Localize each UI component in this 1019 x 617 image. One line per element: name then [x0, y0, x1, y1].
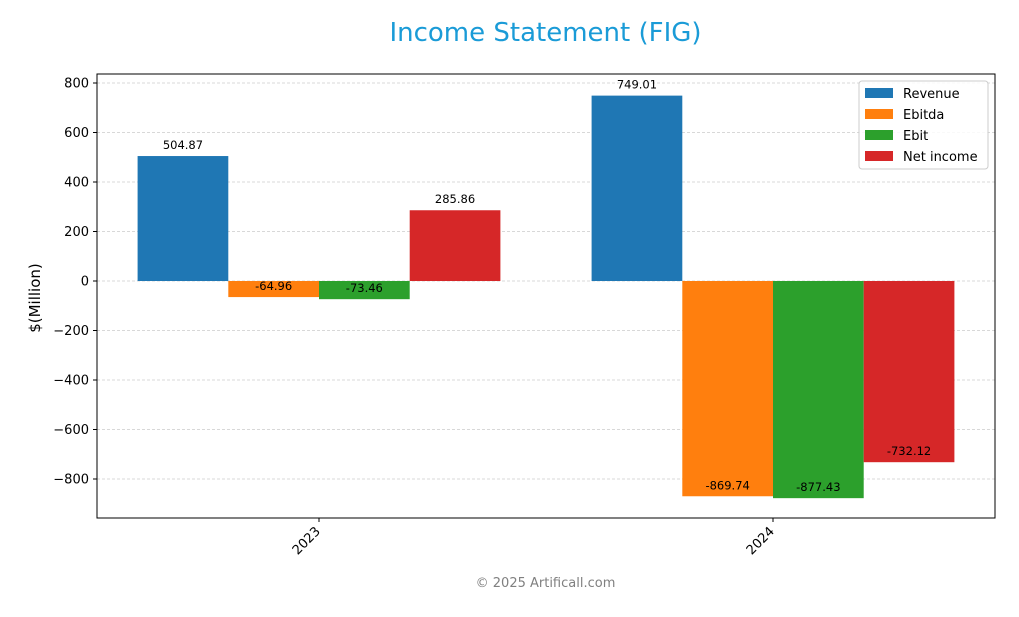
y-axis-label: $(Million): [26, 263, 44, 333]
bar-value-label: -64.96: [255, 279, 292, 293]
legend-box: [858, 80, 989, 170]
y-tick-label: 200: [64, 225, 89, 240]
y-tick-label: −600: [53, 423, 89, 438]
bar-ebit: [319, 281, 410, 300]
chart-title: Income Statement (FIG): [389, 18, 702, 48]
bar-value-label: -877.43: [796, 480, 840, 494]
bar-value-label: 285.86: [435, 192, 475, 206]
bar-ebitda: [682, 281, 773, 497]
bar-revenue: [137, 156, 229, 281]
legend-swatch: [865, 109, 893, 119]
x-tick-label: 2023: [290, 524, 324, 558]
y-tick-label: 400: [64, 176, 89, 191]
legend-label: Ebitda: [903, 108, 944, 123]
y-tick-label: 800: [64, 77, 89, 92]
bar-value-label: -869.74: [705, 478, 749, 492]
legend-label: Revenue: [903, 87, 960, 102]
bar-net-income: [409, 210, 501, 281]
bar-value-label: 504.87: [163, 138, 203, 152]
copyright-footer: © 2025 Artificall.com: [475, 576, 616, 591]
y-tick-label: −200: [53, 324, 89, 339]
x-tick-label: 2024: [744, 524, 778, 558]
bar-value-label: 749.01: [617, 78, 657, 92]
bar-net-income: [863, 281, 955, 463]
bar-value-label: -73.46: [346, 281, 383, 295]
bar-ebitda: [228, 281, 319, 298]
y-tick-label: 0: [81, 275, 89, 290]
plot-frame: [96, 73, 996, 519]
legend-swatch: [865, 130, 893, 140]
y-tick-label: −800: [53, 473, 89, 488]
bar-value-label: -732.12: [887, 444, 931, 458]
legend-label: Net income: [903, 150, 978, 165]
bar-ebit: [773, 281, 864, 499]
legend-swatch: [865, 151, 893, 161]
bar-revenue: [591, 95, 683, 281]
legend-swatch: [865, 88, 893, 98]
legend-label: Ebit: [903, 129, 928, 144]
y-tick-label: 600: [64, 126, 89, 141]
y-tick-label: −400: [53, 374, 89, 389]
